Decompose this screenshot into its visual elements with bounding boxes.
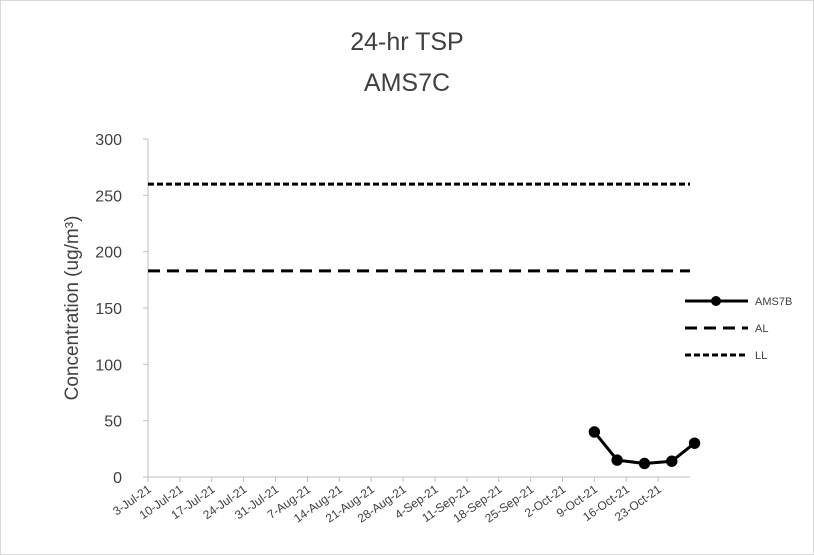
x-axis-ticks: 3-Jul-2110-Jul-2117-Jul-2124-Jul-2131-Ju… <box>110 477 664 526</box>
y-tick-label: 0 <box>113 470 122 487</box>
legend-label-ll: LL <box>755 350 767 362</box>
y-tick-label: 200 <box>95 245 122 262</box>
y-axis-ticks: 0 50 100 150 200 250 300 <box>95 132 148 487</box>
y-tick-label: 100 <box>95 357 122 374</box>
legend-label-ams7b: AMS7B <box>755 296 792 308</box>
y-tick-label: 50 <box>104 414 122 431</box>
data-point <box>666 455 678 467</box>
legend: AMS7B AL LL <box>685 296 792 362</box>
data-point <box>588 426 601 438</box>
y-tick-label: 300 <box>95 132 122 149</box>
legend-label-al: AL <box>755 323 768 335</box>
series-layer <box>148 182 701 470</box>
data-point <box>688 437 701 449</box>
legend-marker <box>711 296 721 306</box>
y-tick-label: 150 <box>95 301 122 318</box>
data-point <box>638 457 651 470</box>
chart-subtitle: AMS7C <box>364 69 450 97</box>
data-point <box>611 454 623 466</box>
y-axis-title: Concentration (ug/m³) <box>62 216 83 401</box>
chart-title: 24-hr TSP <box>350 28 463 56</box>
y-tick-label: 250 <box>95 188 122 205</box>
